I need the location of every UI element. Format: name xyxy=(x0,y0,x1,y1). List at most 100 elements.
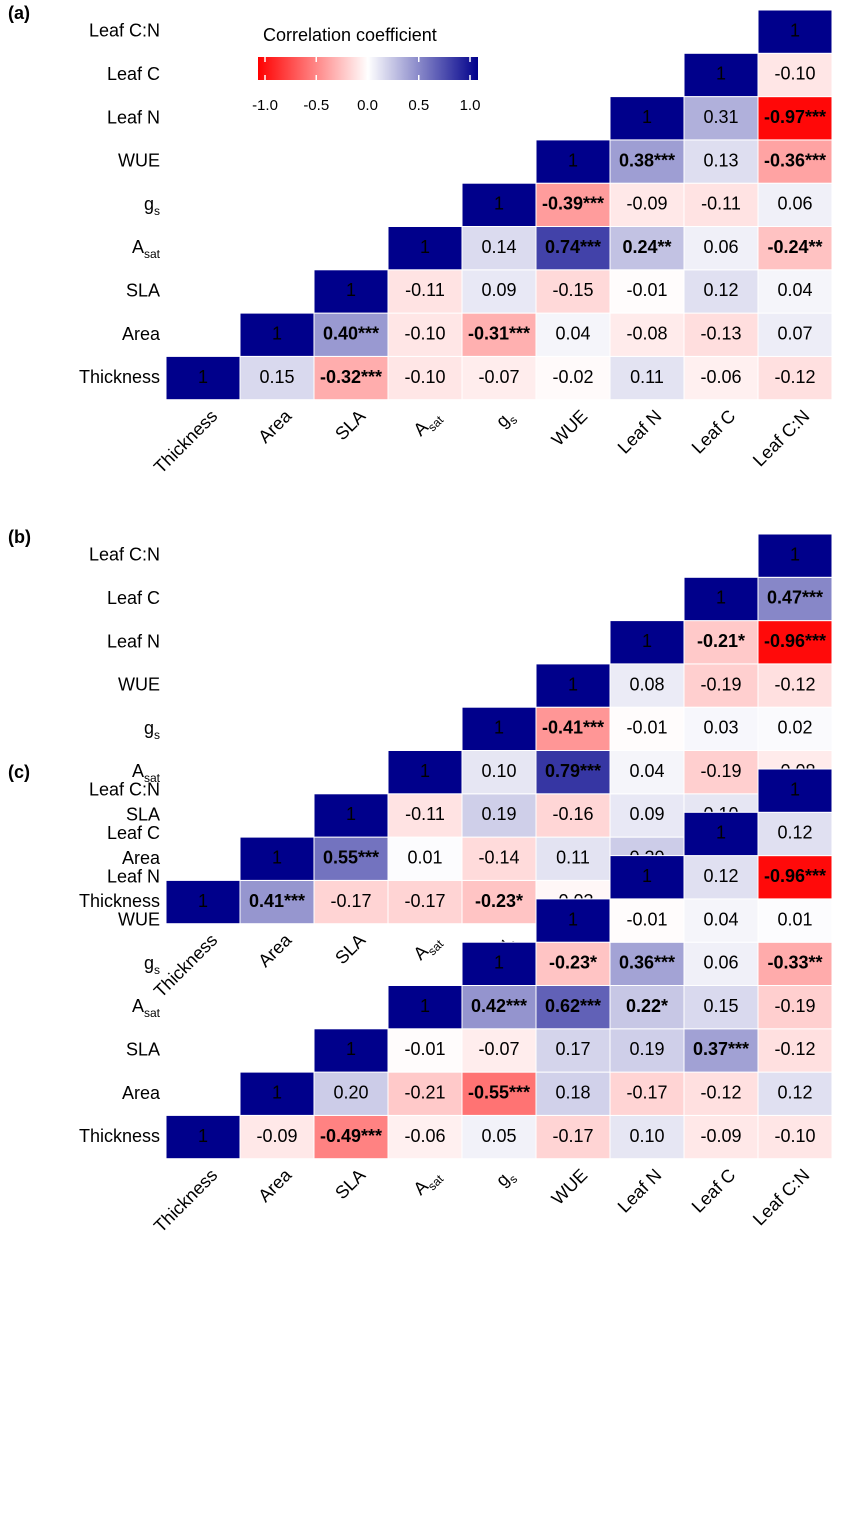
heat-cell xyxy=(609,620,685,665)
heat-cell xyxy=(535,355,611,401)
y-tick-label: gs xyxy=(144,953,160,977)
heat-cell xyxy=(609,1114,685,1160)
x-tick-label: Leaf N xyxy=(614,1165,666,1217)
cell-label: 1 xyxy=(420,237,430,257)
panel-label: (b) xyxy=(8,527,31,547)
cell-label: -0.36*** xyxy=(764,150,826,170)
heat-cell xyxy=(387,750,463,795)
cell-label: 1 xyxy=(568,909,578,929)
y-tick-label: Leaf N xyxy=(107,866,160,886)
heat-cell xyxy=(683,898,759,943)
cell-label: -0.19 xyxy=(700,674,741,694)
heat-cell xyxy=(535,898,611,943)
x-tick-label-main: SLA xyxy=(331,930,369,968)
heat-cell xyxy=(757,1114,833,1160)
cell-label: 0.47*** xyxy=(767,588,823,608)
heat-cell xyxy=(683,576,759,622)
cell-label: 0.36*** xyxy=(619,953,675,973)
y-tick-label-main: WUE xyxy=(118,150,160,170)
cell-label: -0.01 xyxy=(404,1039,445,1059)
heat-cell xyxy=(609,182,685,227)
heat-cell xyxy=(609,139,685,184)
y-tick-label: Thickness xyxy=(79,891,160,911)
y-tick-label-sub: sat xyxy=(144,247,161,261)
cell-label: 1 xyxy=(790,544,800,564)
y-tick-label-sub: s xyxy=(154,728,160,742)
heat-cell xyxy=(757,1028,833,1073)
cell-label: 0.17 xyxy=(555,1039,590,1059)
cell-label: 0.10 xyxy=(481,761,516,781)
cell-label: 1 xyxy=(716,64,726,84)
cell-label: -0.09 xyxy=(626,194,667,214)
heat-cell xyxy=(683,312,759,357)
y-tick-label-main: Thickness xyxy=(79,367,160,387)
cell-label: 0.79*** xyxy=(545,761,601,781)
heat-cell xyxy=(313,312,389,357)
heat-cell xyxy=(757,898,833,943)
cell-label: -0.02 xyxy=(552,367,593,387)
y-tick-label-main: SLA xyxy=(126,1039,160,1059)
heat-cell xyxy=(757,811,833,857)
cell-label: 0.02 xyxy=(777,718,812,738)
cell-label: 0.06 xyxy=(703,953,738,973)
y-tick-label: Leaf N xyxy=(107,631,160,651)
y-tick-label-main: Area xyxy=(122,848,161,868)
heat-cell xyxy=(387,1028,463,1073)
cell-label: -0.17 xyxy=(626,1083,667,1103)
cell-label: -0.12 xyxy=(700,1083,741,1103)
x-tick-label: SLA xyxy=(331,930,369,968)
cell-label: 0.19 xyxy=(629,1039,664,1059)
y-tick-label: Asat xyxy=(132,237,161,261)
y-tick-label-main: SLA xyxy=(126,804,160,824)
x-tick-label: gs xyxy=(492,406,521,435)
x-tick-label: Leaf C xyxy=(688,406,740,458)
heat-cell xyxy=(313,1071,389,1116)
x-tick-label: SLA xyxy=(331,1165,369,1203)
colorbar xyxy=(258,57,478,80)
cell-label: -0.17 xyxy=(330,891,371,911)
cell-label: -0.23* xyxy=(475,891,523,911)
heat-cell xyxy=(609,793,685,838)
heat-cell xyxy=(461,355,537,401)
heat-cell xyxy=(165,879,241,925)
cell-label: -0.01 xyxy=(626,718,667,738)
cell-label: 0.15 xyxy=(259,367,294,387)
x-tick-label: Area xyxy=(254,405,296,447)
cell-label: -0.21 xyxy=(404,1083,445,1103)
y-tick-label: Area xyxy=(122,324,161,344)
y-tick-label-main: WUE xyxy=(118,674,160,694)
heat-cell xyxy=(683,1071,759,1116)
cell-label: 0.38*** xyxy=(619,150,675,170)
cell-label: -0.10 xyxy=(404,367,445,387)
cell-label: 0.04 xyxy=(777,280,812,300)
heat-cell xyxy=(313,355,389,401)
cell-label: 0.07 xyxy=(777,324,812,344)
cell-label: -0.01 xyxy=(626,280,667,300)
y-tick-label-main: g xyxy=(144,718,154,738)
y-tick-label-sub: sat xyxy=(144,771,161,785)
heat-cell xyxy=(757,855,833,900)
heat-cell xyxy=(609,663,685,708)
cell-label: -0.19 xyxy=(774,996,815,1016)
y-tick-label: Leaf C xyxy=(107,64,160,84)
cell-label: -0.10 xyxy=(774,64,815,84)
x-tick-label: Thickness xyxy=(150,930,221,1001)
cell-label: -0.33** xyxy=(767,953,822,973)
cell-label: 0.06 xyxy=(777,194,812,214)
y-tick-label: Leaf C:N xyxy=(89,20,160,40)
cell-label: 0.18 xyxy=(555,1083,590,1103)
cell-label: -0.17 xyxy=(404,891,445,911)
heat-cell xyxy=(239,355,315,401)
cell-label: 1 xyxy=(642,631,652,651)
cell-label: 0.55*** xyxy=(323,848,379,868)
heat-cell xyxy=(683,96,759,141)
heat-cell xyxy=(535,706,611,752)
x-tick-label: Leaf N xyxy=(614,406,666,458)
heat-cell xyxy=(461,941,537,987)
x-tick-label-main: Thickness xyxy=(150,930,221,1001)
cell-label: -0.49*** xyxy=(320,1126,382,1146)
heat-cell xyxy=(757,226,833,271)
cell-label: -0.21* xyxy=(697,631,745,651)
heat-cell xyxy=(239,836,315,881)
y-tick-label: WUE xyxy=(118,150,160,170)
